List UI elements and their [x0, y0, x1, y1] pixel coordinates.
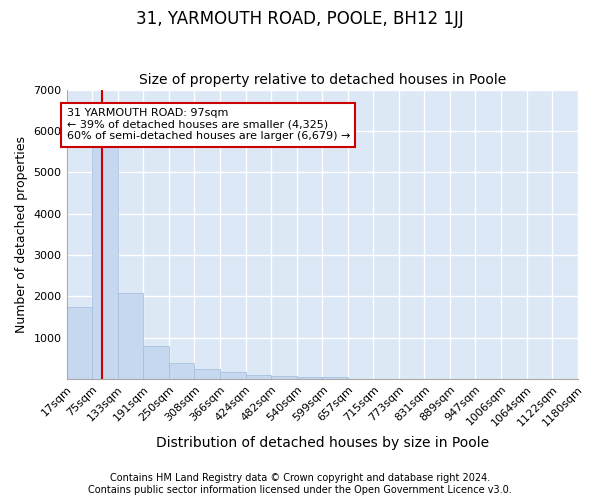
Bar	[296, 376, 322, 379]
Bar	[67, 306, 92, 379]
Text: 31, YARMOUTH ROAD, POOLE, BH12 1JJ: 31, YARMOUTH ROAD, POOLE, BH12 1JJ	[136, 10, 464, 28]
Bar	[245, 375, 271, 379]
Bar	[92, 141, 118, 379]
Bar	[143, 346, 169, 379]
Y-axis label: Number of detached properties: Number of detached properties	[15, 136, 28, 333]
Title: Size of property relative to detached houses in Poole: Size of property relative to detached ho…	[139, 73, 506, 87]
Bar	[271, 376, 296, 379]
Bar	[322, 377, 348, 379]
Bar	[169, 364, 194, 379]
Bar	[220, 372, 245, 379]
X-axis label: Distribution of detached houses by size in Poole: Distribution of detached houses by size …	[155, 436, 489, 450]
Text: Contains HM Land Registry data © Crown copyright and database right 2024.
Contai: Contains HM Land Registry data © Crown c…	[88, 474, 512, 495]
Text: 31 YARMOUTH ROAD: 97sqm
← 39% of detached houses are smaller (4,325)
60% of semi: 31 YARMOUTH ROAD: 97sqm ← 39% of detache…	[67, 108, 350, 142]
Bar	[194, 370, 220, 379]
Bar	[118, 293, 143, 379]
